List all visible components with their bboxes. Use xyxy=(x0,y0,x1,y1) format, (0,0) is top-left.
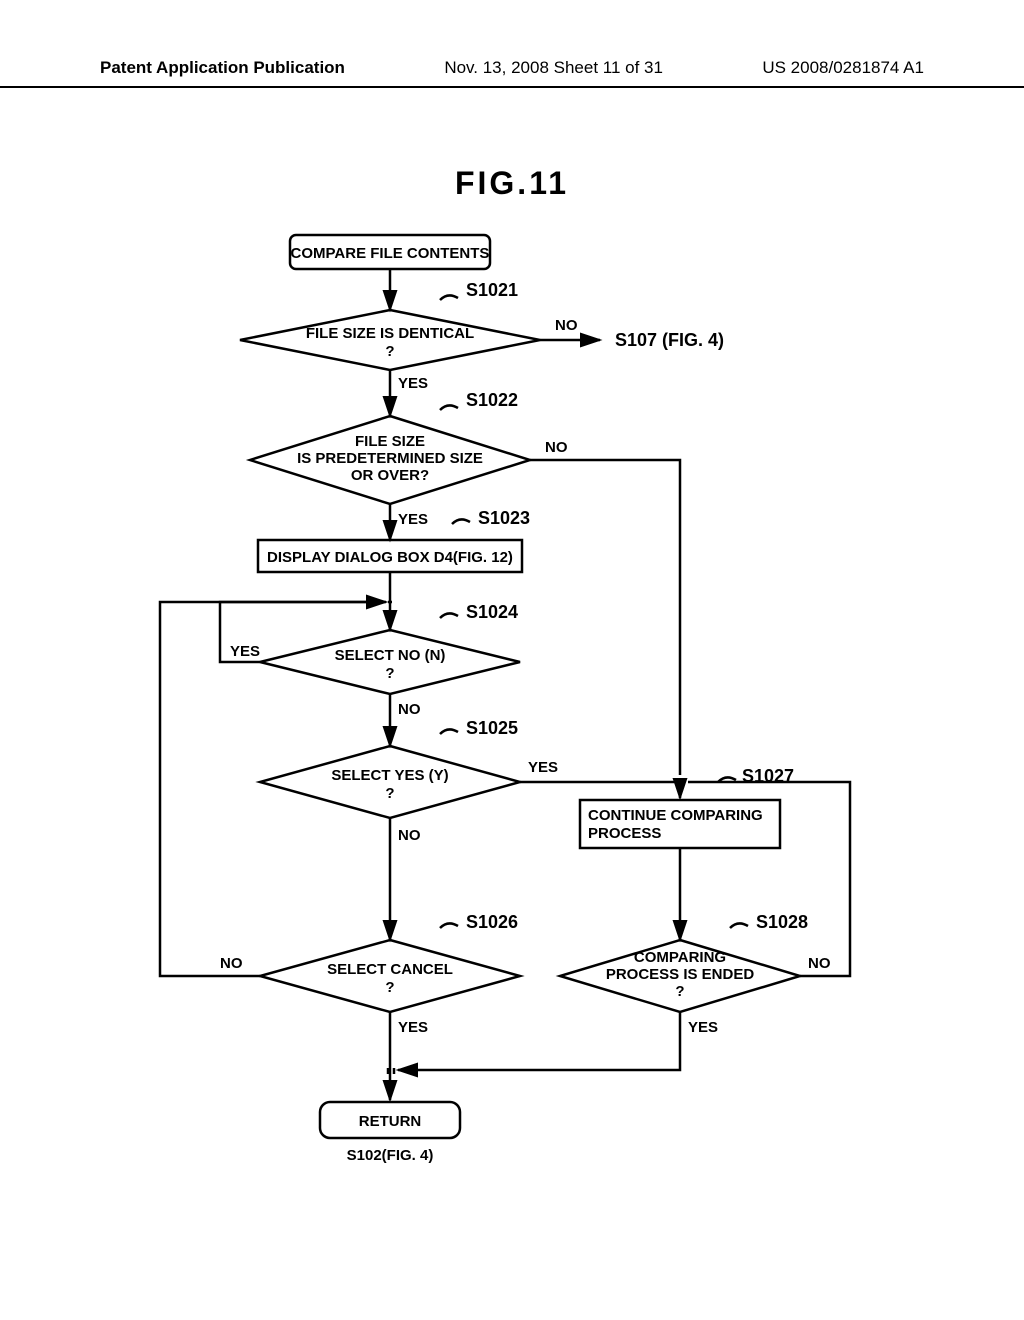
flowchart-svg: COMPARE FILE CONTENTS S1021 FILE SIZE IS… xyxy=(0,0,1024,1320)
label-s1028: S1028 xyxy=(756,912,808,932)
s1025-no: NO xyxy=(398,827,421,844)
s1022-yes: YES xyxy=(398,511,428,528)
s1022-no: NO xyxy=(545,439,568,456)
s1021-no: NO xyxy=(555,317,578,334)
text-s1028-l2: PROCESS IS ENDED xyxy=(606,966,755,983)
s1026-no: NO xyxy=(220,955,243,972)
text-s1024-l1: SELECT NO (N) xyxy=(335,647,446,664)
label-s1026: S1026 xyxy=(466,912,518,932)
label-s1027: S1027 xyxy=(742,766,794,786)
text-s1021-l2: ? xyxy=(385,343,394,360)
s1028-yes: YES xyxy=(688,1019,718,1036)
text-s1028-l1: COMPARING xyxy=(634,949,726,966)
text-start: COMPARE FILE CONTENTS xyxy=(291,245,490,262)
label-s1024: S1024 xyxy=(466,602,518,622)
text-s1028-l3: ? xyxy=(675,983,684,1000)
s1021-yes: YES xyxy=(398,375,428,392)
text-s1021-l1: FILE SIZE IS DENTICAL xyxy=(306,325,474,342)
text-s1024-l2: ? xyxy=(385,665,394,682)
text-s1027-l1: CONTINUE COMPARING xyxy=(588,807,763,824)
s1021-target: S107 (FIG. 4) xyxy=(615,330,724,350)
text-return: RETURN xyxy=(359,1113,422,1130)
label-s1025: S1025 xyxy=(466,718,518,738)
s1028-no: NO xyxy=(808,955,831,972)
text-s1022-l2: IS PREDETERMINED SIZE xyxy=(297,450,483,467)
label-s1023: S1023 xyxy=(478,508,530,528)
text-s1023: DISPLAY DIALOG BOX D4(FIG. 12) xyxy=(267,549,513,566)
label-s1021: S1021 xyxy=(466,280,518,300)
label-s1022: S1022 xyxy=(466,390,518,410)
text-s1026-l2: ? xyxy=(385,979,394,996)
text-s1027-l2: PROCESS xyxy=(588,825,661,842)
flowchart-text: COMPARE FILE CONTENTS S1021 FILE SIZE IS… xyxy=(220,245,831,1164)
s1026-yes: YES xyxy=(398,1019,428,1036)
text-s1025-l1: SELECT YES (Y) xyxy=(331,767,448,784)
s1024-no: NO xyxy=(398,701,421,718)
text-s1026-l1: SELECT CANCEL xyxy=(327,961,453,978)
s1024-yes: YES xyxy=(230,643,260,660)
s1025-yes: YES xyxy=(528,759,558,776)
text-return-sub: S102(FIG. 4) xyxy=(347,1147,434,1164)
text-s1022-l3: OR OVER? xyxy=(351,467,429,484)
text-s1025-l2: ? xyxy=(385,785,394,802)
text-s1022-l1: FILE SIZE xyxy=(355,433,425,450)
